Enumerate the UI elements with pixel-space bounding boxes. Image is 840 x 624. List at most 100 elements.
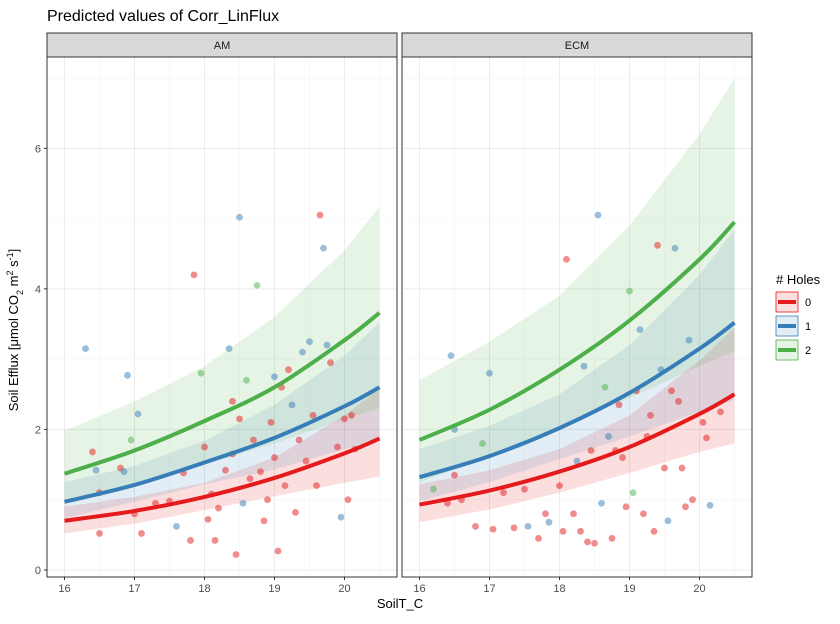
data-point-holes-1 bbox=[239, 499, 247, 507]
panel-ecm: ECM 16 17 18 19 20 bbox=[401, 32, 753, 595]
data-point-holes-0 bbox=[577, 527, 584, 535]
fit-line-holes-0 bbox=[419, 392, 736, 507]
data-point-holes-0 bbox=[89, 448, 96, 456]
data-point-holes-1 bbox=[299, 348, 306, 356]
x-tick-label: 19 bbox=[623, 583, 635, 595]
data-point-holes-1 bbox=[671, 244, 679, 252]
data-point-holes-0 bbox=[257, 468, 264, 475]
data-point-holes-1 bbox=[92, 466, 100, 474]
y-axis-title-mid: m bbox=[6, 275, 21, 289]
facet-strip-label: AM bbox=[214, 40, 231, 52]
data-point-holes-1 bbox=[573, 457, 581, 465]
fit-line-holes-1 bbox=[64, 385, 381, 504]
y-axis-title-sup1: 2 bbox=[5, 270, 15, 275]
facet-strip bbox=[46, 32, 398, 58]
data-point-holes-0 bbox=[96, 530, 103, 537]
data-point-holes-0 bbox=[654, 241, 661, 249]
ci-ribbon-holes-2 bbox=[419, 78, 735, 483]
data-point-holes-0 bbox=[500, 489, 507, 497]
y-axis-title-end: ] bbox=[6, 249, 21, 253]
grid bbox=[47, 57, 397, 577]
data-point-holes-2 bbox=[629, 489, 637, 497]
data-point-holes-0 bbox=[717, 408, 724, 416]
data-point-holes-0 bbox=[675, 397, 682, 405]
data-point-holes-0 bbox=[650, 527, 658, 535]
data-point-holes-2 bbox=[626, 287, 633, 295]
data-point-holes-0 bbox=[587, 447, 595, 454]
data-point-holes-0 bbox=[138, 530, 145, 537]
data-point-holes-0 bbox=[292, 508, 299, 516]
data-point-holes-0 bbox=[622, 503, 630, 511]
data-point-holes-0 bbox=[472, 523, 479, 530]
data-point-holes-0 bbox=[309, 411, 317, 419]
x-tick-label: 20 bbox=[338, 583, 350, 595]
y-tick-label: 4 bbox=[35, 284, 41, 296]
data-point-holes-0 bbox=[264, 496, 271, 504]
data-point-holes-0 bbox=[703, 434, 710, 442]
data-point-holes-1 bbox=[605, 433, 612, 440]
data-point-holes-1 bbox=[706, 501, 714, 509]
data-point-holes-0 bbox=[591, 539, 598, 547]
fit-line-holes-1 bbox=[418, 321, 736, 480]
data-point-holes-0 bbox=[341, 415, 348, 423]
data-point-holes-0 bbox=[316, 211, 324, 219]
data-point-holes-0 bbox=[619, 454, 626, 461]
data-point-holes-0 bbox=[640, 510, 647, 518]
panel-border bbox=[401, 56, 753, 578]
y-tick-label: 0 bbox=[35, 565, 41, 577]
data-point-holes-0 bbox=[689, 496, 696, 504]
x-tick-label: 20 bbox=[693, 583, 705, 595]
legend-label-holes-2: 2 bbox=[805, 345, 811, 357]
data-point-holes-0 bbox=[699, 419, 707, 426]
data-point-holes-0 bbox=[344, 496, 352, 504]
y-axis-title-sup2: -1 bbox=[5, 252, 15, 260]
data-point-holes-0 bbox=[204, 515, 212, 523]
data-point-holes-2 bbox=[479, 440, 486, 447]
data-point-holes-0 bbox=[334, 443, 341, 451]
chart-title: Predicted values of Corr_LinFlux bbox=[47, 8, 279, 25]
data-point-holes-1 bbox=[486, 369, 493, 377]
data-point-holes-1 bbox=[664, 517, 672, 525]
x-tick-label: 16 bbox=[413, 583, 425, 595]
ci-ribbon-holes-1 bbox=[64, 322, 380, 518]
data-point-holes-0 bbox=[232, 551, 240, 558]
panel-border bbox=[46, 56, 398, 578]
data-point-holes-1 bbox=[306, 338, 313, 345]
data-point-holes-0 bbox=[647, 411, 654, 419]
data-point-holes-2 bbox=[253, 281, 261, 289]
data-point-holes-1 bbox=[236, 213, 243, 221]
panel-background bbox=[402, 57, 752, 577]
data-point-holes-0 bbox=[274, 547, 282, 555]
data-point-holes-0 bbox=[584, 538, 591, 546]
data-point-holes-0 bbox=[313, 482, 320, 490]
data-point-holes-0 bbox=[250, 436, 257, 444]
facet-strip bbox=[401, 32, 753, 58]
data-point-holes-1 bbox=[580, 362, 588, 370]
data-point-holes-0 bbox=[348, 411, 355, 419]
data-point-holes-0 bbox=[570, 510, 577, 518]
data-point-holes-1 bbox=[225, 345, 233, 353]
x-tick-label: 17 bbox=[128, 583, 140, 595]
x-tick-label: 18 bbox=[198, 583, 210, 595]
data-point-holes-0 bbox=[260, 517, 268, 525]
legend: # Holes 0 1 2 bbox=[775, 272, 821, 361]
data-point-holes-1 bbox=[447, 352, 455, 360]
data-point-holes-0 bbox=[187, 537, 194, 544]
data-point-holes-0 bbox=[222, 466, 229, 474]
data-point-holes-0 bbox=[682, 503, 689, 511]
data-point-holes-2 bbox=[243, 376, 250, 384]
ci-ribbon-holes-1 bbox=[419, 229, 735, 502]
ci-ribbon-holes-2 bbox=[64, 206, 380, 504]
data-point-holes-1 bbox=[134, 410, 142, 418]
data-point-holes-0 bbox=[229, 397, 236, 405]
data-point-holes-1 bbox=[271, 373, 278, 381]
data-point-holes-2 bbox=[197, 369, 205, 377]
data-point-holes-0 bbox=[615, 401, 623, 409]
fit-line-holes-2 bbox=[418, 220, 736, 442]
data-point-holes-2 bbox=[430, 485, 437, 493]
data-point-holes-0 bbox=[489, 525, 497, 533]
ci-ribbon-holes-0 bbox=[64, 388, 380, 534]
fit-line-holes-2 bbox=[63, 311, 381, 476]
data-point-holes-1 bbox=[288, 401, 296, 409]
